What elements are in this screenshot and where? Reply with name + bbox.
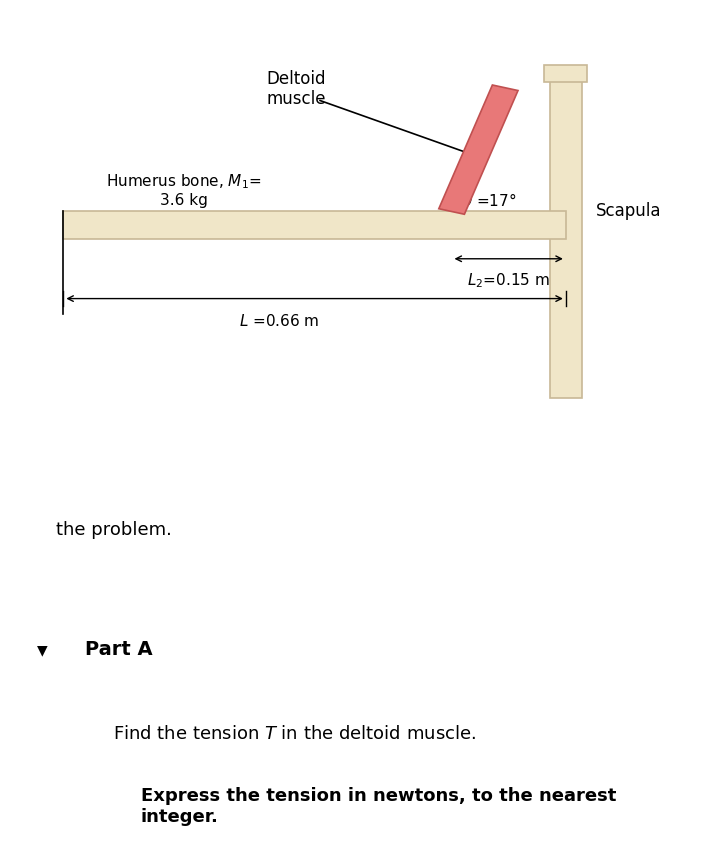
Text: ▼: ▼ [37, 643, 48, 657]
Text: Part A: Part A [85, 640, 152, 660]
Text: $L_2$=0.15 m: $L_2$=0.15 m [467, 271, 550, 290]
Text: $\theta$ =17°: $\theta$ =17° [462, 192, 517, 209]
FancyBboxPatch shape [550, 75, 582, 398]
Text: Deltoid
muscle: Deltoid muscle [266, 69, 326, 108]
Text: Humerus bone, $M_1$=
3.6 kg: Humerus bone, $M_1$= 3.6 kg [106, 172, 261, 208]
FancyBboxPatch shape [544, 64, 587, 82]
Polygon shape [439, 85, 518, 214]
FancyBboxPatch shape [63, 211, 566, 239]
Text: $L$ =0.66 m: $L$ =0.66 m [239, 312, 319, 329]
Text: Find the tension $T$ in the deltoid muscle.: Find the tension $T$ in the deltoid musc… [113, 726, 476, 743]
Text: Scapula: Scapula [596, 202, 661, 221]
Text: Express the tension in newtons, to the nearest
integer.: Express the tension in newtons, to the n… [141, 787, 616, 826]
Text: the problem.: the problem. [56, 521, 172, 539]
